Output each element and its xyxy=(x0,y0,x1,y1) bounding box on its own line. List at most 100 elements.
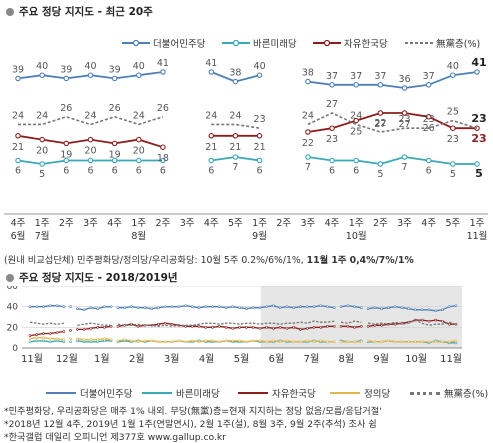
top-point-1-3 xyxy=(87,157,94,164)
bottom-legend-label-2: 자유한국당 xyxy=(272,389,316,400)
bottom-point-3-43 xyxy=(319,339,323,343)
note-2: *2018년 12월 4주, 2019년 1월 1주(연말연시), 2월 1주(… xyxy=(4,416,377,430)
bottom-point-0-10 xyxy=(96,307,99,311)
top-data-label-0-19: 41 xyxy=(471,56,486,69)
bottom-point-3-57 xyxy=(414,340,417,344)
bottom-point-0-56 xyxy=(407,307,410,311)
bottom-point-0-6 xyxy=(69,305,72,308)
top-point-1-8 xyxy=(208,157,215,164)
top-series-line-3 xyxy=(18,112,478,133)
top-legend-label-1: 바른미래당 xyxy=(253,39,297,50)
top-data-label-2-19: 23 xyxy=(471,132,486,145)
bottom-point-0-59 xyxy=(427,308,431,312)
bottom-point-3-62 xyxy=(447,340,451,344)
bottom-month-label-8: 7월 xyxy=(304,353,320,365)
bottom-legend-label-1: 바른미래당 xyxy=(176,389,220,400)
bottom-point-2-3 xyxy=(48,332,52,335)
top-point-1-15 xyxy=(377,161,384,167)
bottom-point-3-17 xyxy=(143,339,147,343)
bottom-legend-item-2: 자유한국당 xyxy=(238,386,316,400)
top-point-1-10 xyxy=(256,157,263,164)
top-data-label-0-5: 40 xyxy=(133,61,145,72)
top-point-0-10 xyxy=(256,72,263,78)
bottom-point-0-19 xyxy=(157,306,160,310)
bottom-point-2-11 xyxy=(103,326,106,329)
bottom-point-2-44 xyxy=(326,324,329,328)
top-x-tick-2: 2주 xyxy=(59,218,74,229)
top-data-label-3-4: 26 xyxy=(109,103,121,114)
top-point-1-1 xyxy=(39,161,45,167)
top-data-label-3-3: 24 xyxy=(84,110,96,121)
top-data-label-0-16: 36 xyxy=(398,74,410,85)
bottom-y-tick-1: 20 xyxy=(7,323,19,333)
bottom-point-2-52 xyxy=(380,323,383,327)
top-x-tick-0: 4주 xyxy=(11,218,26,229)
bottom-point-2-42 xyxy=(312,326,316,329)
top-point-2-17 xyxy=(425,114,432,120)
top-data-label-0-6: 41 xyxy=(157,58,169,69)
bottom-month-label-0: 11월 xyxy=(21,353,43,365)
bottom-point-3-35 xyxy=(265,340,268,344)
top-data-label-3-16: 23 xyxy=(398,114,410,125)
top-x-tick-15: 2주 xyxy=(373,218,388,229)
top-x-tick-12: 3주 xyxy=(300,218,315,229)
bottom-point-0-43 xyxy=(319,304,323,307)
top-x-tick-18: 5주 xyxy=(445,218,460,229)
bottom-point-3-21 xyxy=(170,340,174,344)
note-1-text: *민주평화당, 우리공화당은 매주 1% 내외. 무당(無黨)층=현재 지지하는… xyxy=(4,406,382,417)
bottom-point-3-41 xyxy=(305,339,309,343)
bottom-month-label-12: 11월 xyxy=(440,353,462,365)
bottom-point-3-16 xyxy=(136,340,140,344)
top-data-label-2-8: 21 xyxy=(205,142,217,153)
bottom-point-2-58 xyxy=(420,318,424,322)
bottom-point-0-41 xyxy=(305,305,309,308)
top-point-0-2 xyxy=(63,75,70,82)
top-legend-label-3: 無黨층(%) xyxy=(436,38,480,50)
bottom-point-3-49 xyxy=(360,340,363,344)
bottom-point-1-2 xyxy=(42,339,45,343)
bottom-legend-swatch-4 xyxy=(410,391,440,395)
top-data-label-0-4: 39 xyxy=(109,64,121,75)
top-point-1-9 xyxy=(232,154,239,160)
bottom-point-0-8 xyxy=(82,308,86,312)
top-data-label-2-12: 22 xyxy=(302,138,314,149)
top-data-label-1-12: 7 xyxy=(305,162,311,173)
bottom-point-3-18 xyxy=(150,339,154,343)
top-data-label-1-9: 7 xyxy=(232,162,238,173)
bottom-point-0-9 xyxy=(89,306,93,310)
bottom-point-1-1 xyxy=(35,339,39,343)
bottom-point-3-25 xyxy=(197,340,201,344)
bottom-point-3-23 xyxy=(184,340,187,344)
bottom-point-0-24 xyxy=(190,305,194,308)
top-data-label-1-10: 6 xyxy=(257,166,263,177)
top-x-tick-11: 2주 xyxy=(276,218,291,229)
top-data-label-3-6: 26 xyxy=(157,103,169,114)
top-data-label-2-1: 20 xyxy=(36,146,48,157)
bottom-point-2-29 xyxy=(224,326,228,329)
bottom-legend-item-3: 정의당 xyxy=(330,386,390,400)
top-data-label-3-15: 22 xyxy=(374,118,386,129)
top-x-tick-10: 1주 xyxy=(252,218,267,229)
top-point-2-3 xyxy=(87,136,94,143)
bottom-point-3-29 xyxy=(224,339,228,343)
top-point-2-9 xyxy=(232,133,239,139)
bottom-point-3-54 xyxy=(393,340,397,344)
bottom-point-1-4 xyxy=(55,339,59,343)
top-point-1-18 xyxy=(450,161,456,167)
bottom-chart-title-text: 주요 정당 지지도 - 2018/2019년 xyxy=(19,272,178,284)
bottom-point-3-27 xyxy=(211,339,214,343)
note-3: *한국갤럽 데일리 오피니언 제377호 www.gallup.co.kr xyxy=(4,429,226,443)
top-point-0-4 xyxy=(111,75,118,82)
bottom-point-0-20 xyxy=(163,305,167,308)
bottom-point-2-54 xyxy=(393,322,397,326)
bottom-point-2-2 xyxy=(42,332,45,335)
top-point-2-1 xyxy=(39,136,45,143)
bottom-point-0-25 xyxy=(197,306,201,310)
bottom-point-2-36 xyxy=(272,327,275,330)
bottom-point-3-56 xyxy=(407,340,410,344)
bottom-point-3-26 xyxy=(204,339,208,343)
top-month-label-2: 8월 xyxy=(131,230,146,242)
top-data-label-1-3: 6 xyxy=(87,166,93,177)
bottom-point-2-59 xyxy=(427,319,431,323)
top-point-1-17 xyxy=(425,157,432,164)
